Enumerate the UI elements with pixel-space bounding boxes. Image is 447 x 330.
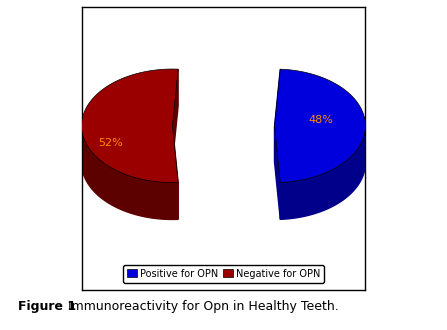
Polygon shape bbox=[280, 118, 365, 219]
Polygon shape bbox=[274, 69, 365, 182]
Text: Immunoreactivity for Opn in Healthy Teeth.: Immunoreactivity for Opn in Healthy Teet… bbox=[64, 300, 339, 313]
Legend: Positive for OPN, Negative for OPN: Positive for OPN, Negative for OPN bbox=[123, 265, 324, 283]
Polygon shape bbox=[173, 69, 178, 163]
Polygon shape bbox=[82, 69, 178, 182]
Text: 52%: 52% bbox=[99, 138, 123, 148]
Text: 48%: 48% bbox=[308, 115, 333, 125]
Text: Figure 1: Figure 1 bbox=[18, 300, 76, 313]
Polygon shape bbox=[274, 69, 280, 163]
Polygon shape bbox=[173, 126, 178, 219]
Polygon shape bbox=[274, 126, 280, 219]
Polygon shape bbox=[82, 118, 178, 219]
